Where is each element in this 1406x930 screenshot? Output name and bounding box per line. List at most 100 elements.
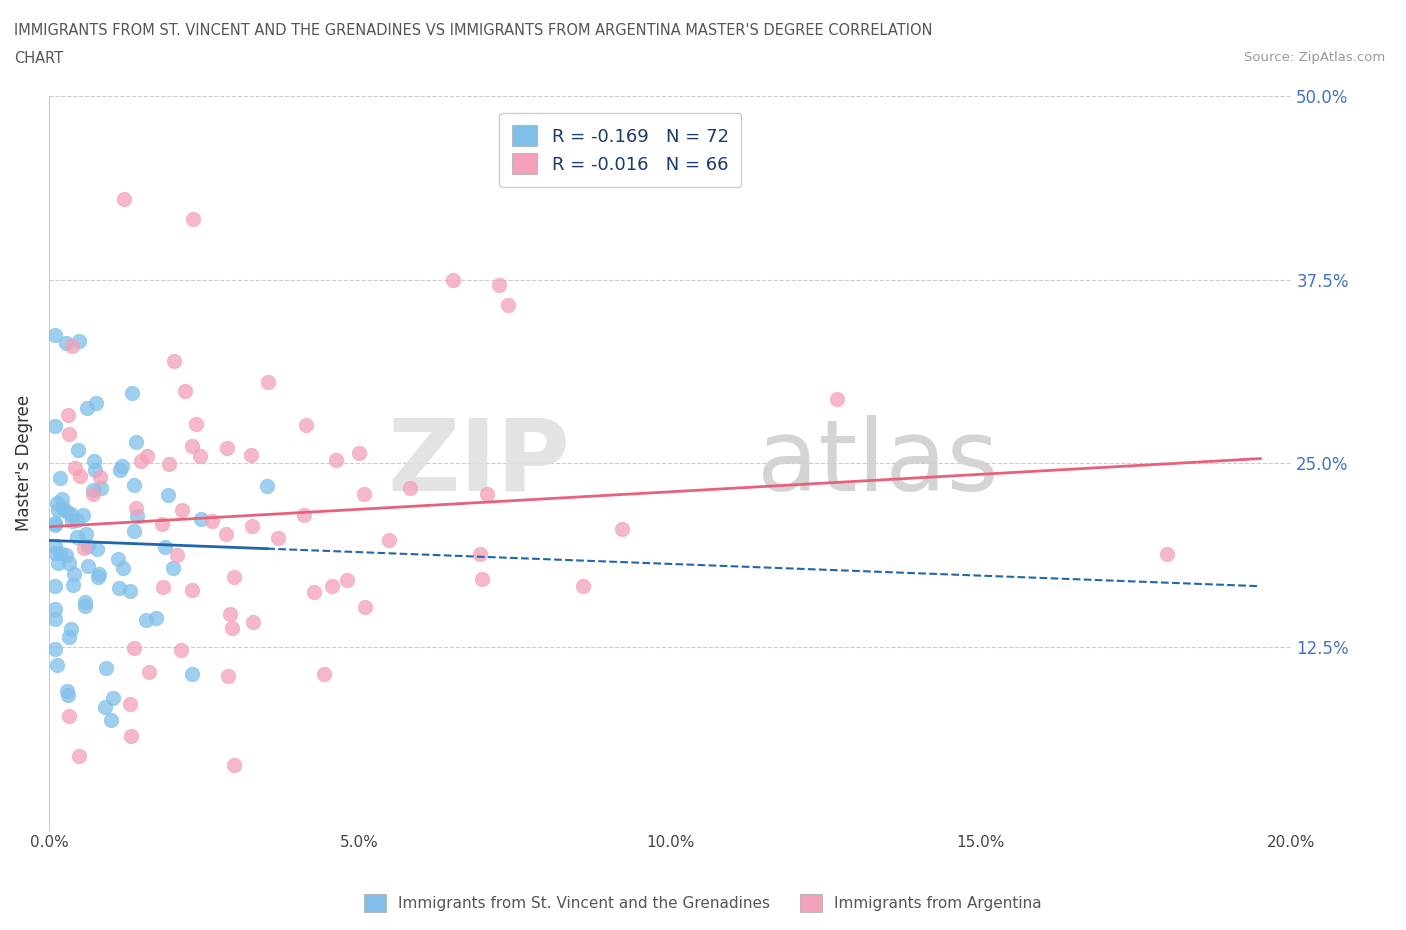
Point (49, 545, 72, 560)
Point (60, 513, 83, 528)
Point (347, 445, 370, 460)
Point (129, 454, 152, 469)
Point (82, 482, 104, 497)
Point (120, 697, 142, 711)
Point (66, 530, 89, 545)
Point (292, 508, 315, 523)
Point (55, 336, 77, 351)
Text: CHART: CHART (14, 51, 63, 66)
Point (55, 684, 77, 698)
Point (488, 278, 510, 293)
Point (86, 542, 108, 557)
Point (67, 334, 90, 349)
Legend: R = -0.169   N = 72, R = -0.016   N = 66: R = -0.169 N = 72, R = -0.016 N = 66 (499, 113, 741, 187)
Point (107, 580, 129, 595)
Point (188, 448, 211, 463)
Point (59, 507, 82, 522)
Text: IMMIGRANTS FROM ST. VINCENT AND THE GRENADINES VS IMMIGRANTS FROM ARGENTINA MAST: IMMIGRANTS FROM ST. VINCENT AND THE GREN… (14, 23, 932, 38)
Point (295, 418, 318, 432)
Point (107, 551, 129, 566)
Point (336, 572, 359, 587)
Point (242, 518, 264, 533)
Point (58, 629, 80, 644)
Point (44, 602, 66, 617)
Point (215, 526, 238, 541)
Point (44, 545, 66, 560)
Point (496, 298, 519, 312)
Point (124, 524, 146, 538)
Point (45, 496, 67, 511)
Point (353, 487, 375, 502)
Point (470, 547, 492, 562)
Point (162, 561, 184, 576)
Point (183, 211, 205, 226)
Point (76, 401, 98, 416)
Point (100, 712, 122, 727)
Point (153, 539, 176, 554)
Y-axis label: Master's Degree: Master's Degree (15, 395, 32, 531)
Point (58, 709, 80, 724)
Point (441, 272, 464, 287)
Point (475, 486, 498, 501)
Point (138, 664, 160, 679)
Point (172, 503, 194, 518)
Point (44, 642, 66, 657)
Point (62, 578, 84, 592)
Point (190, 512, 212, 527)
Point (239, 447, 262, 462)
Point (314, 667, 336, 682)
Point (56, 407, 79, 422)
Point (112, 192, 135, 206)
Point (46, 658, 69, 672)
Point (610, 521, 633, 536)
Point (156, 487, 179, 502)
Point (44, 327, 66, 342)
Point (122, 641, 145, 656)
Point (221, 620, 243, 635)
Point (150, 516, 173, 531)
Point (135, 612, 157, 627)
Point (58, 427, 80, 442)
Point (125, 434, 148, 449)
Point (354, 600, 377, 615)
Point (399, 481, 422, 496)
Point (76, 538, 98, 553)
Point (96, 661, 118, 676)
Point (67, 749, 90, 764)
Point (181, 439, 204, 454)
Point (77, 559, 100, 574)
Point (44, 611, 66, 626)
Point (52, 501, 75, 516)
Text: ZIP: ZIP (388, 415, 571, 512)
Point (217, 669, 239, 684)
Point (46, 502, 69, 517)
Point (181, 667, 204, 682)
Point (44, 517, 66, 532)
Point (302, 585, 325, 600)
Point (378, 533, 401, 548)
Point (59, 622, 82, 637)
Point (222, 758, 245, 773)
Point (46, 555, 69, 570)
Legend: Immigrants from St. Vincent and the Grenadines, Immigrants from Argentina: Immigrants from St. Vincent and the Gren… (359, 888, 1047, 918)
Point (44, 578, 66, 593)
Point (218, 606, 240, 621)
Point (108, 462, 131, 477)
Point (121, 385, 143, 400)
Point (166, 547, 188, 562)
Point (83, 454, 105, 469)
Point (58, 555, 80, 570)
Point (55, 548, 77, 563)
Point (73, 595, 96, 610)
Point (471, 572, 494, 587)
Point (145, 611, 167, 626)
Point (56, 687, 79, 702)
Point (69, 469, 91, 484)
Point (82, 486, 104, 501)
Point (87, 566, 110, 581)
Point (224, 570, 246, 585)
Point (49, 471, 72, 485)
Point (825, 392, 848, 406)
Point (125, 509, 148, 524)
Point (63, 460, 86, 475)
